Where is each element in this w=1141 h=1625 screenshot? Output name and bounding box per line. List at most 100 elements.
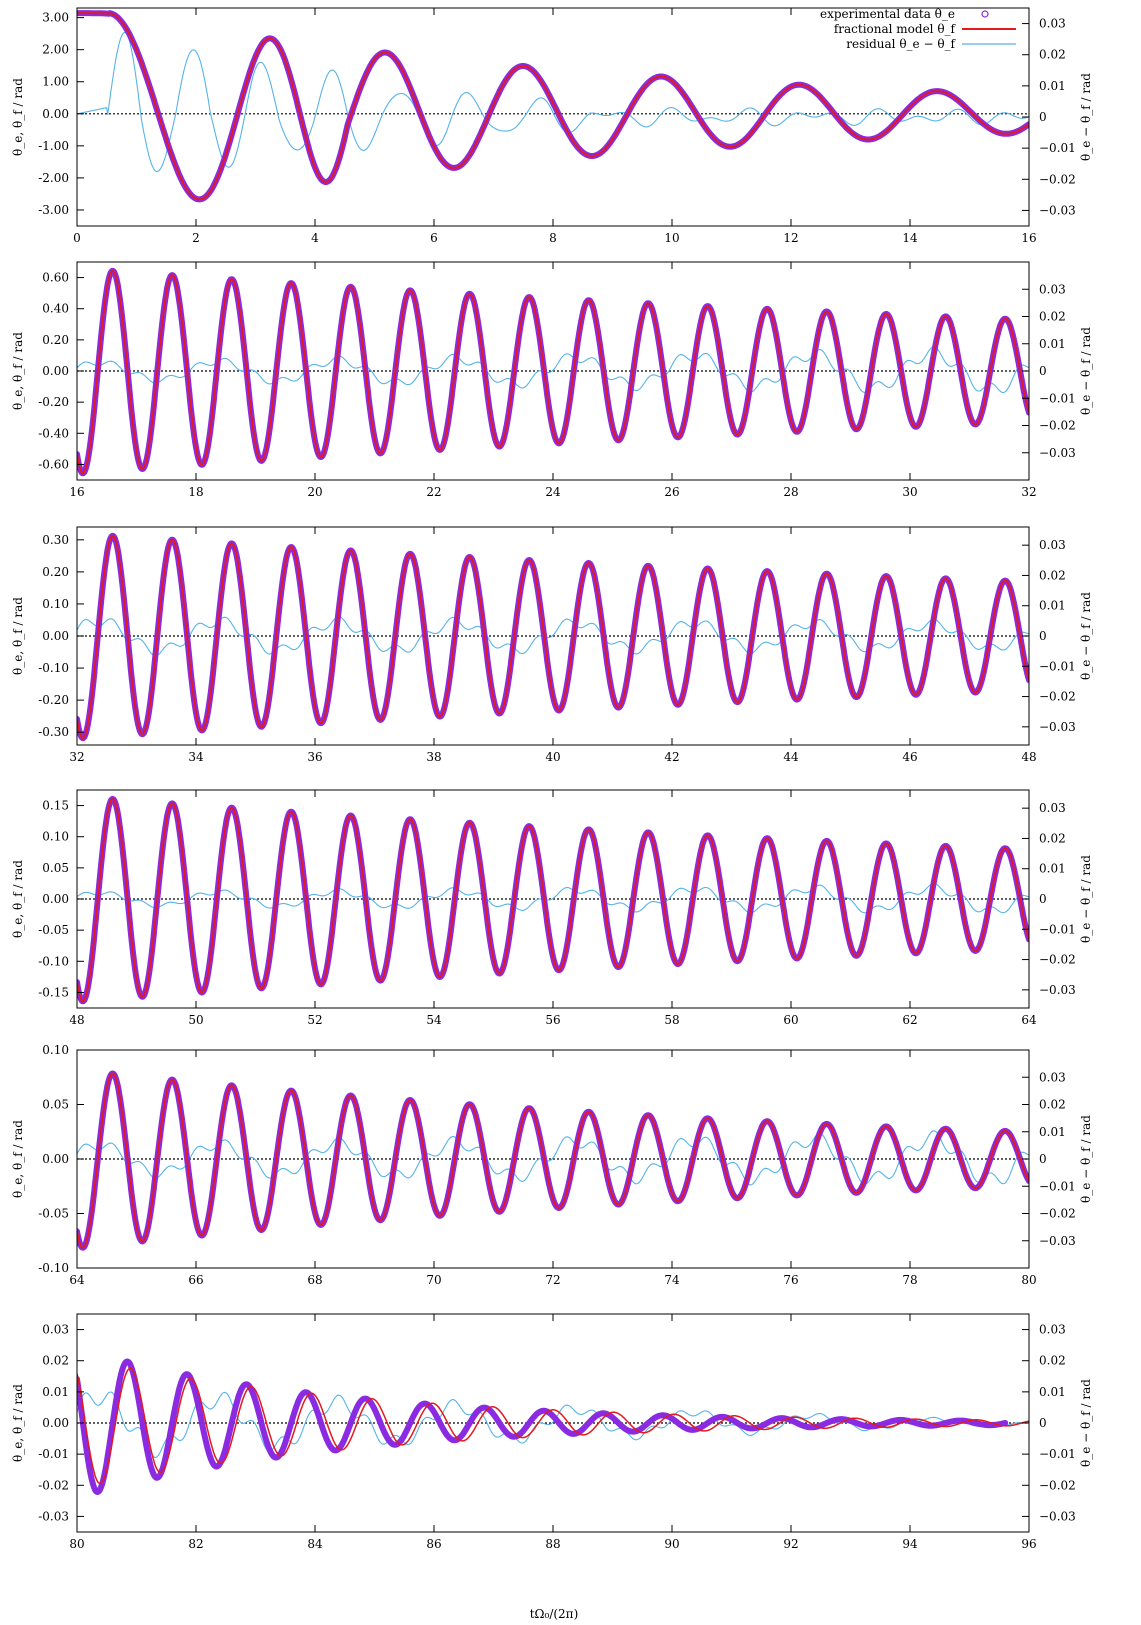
x-tick-label: 58 (664, 1013, 679, 1027)
y2-tick-label: −0.01 (1039, 141, 1076, 155)
plot-area (77, 1358, 1029, 1495)
y2-tick-label: 0.01 (1039, 599, 1066, 613)
y-axis-label: θ_e, θ_f / rad (11, 1120, 25, 1198)
y2-axis-label: θ_e − θ_f / rad (1079, 1115, 1093, 1203)
y2-tick-label: 0.03 (1039, 282, 1066, 296)
y-tick-label: -1.00 (38, 139, 69, 153)
x-tick-label: 12 (783, 231, 798, 245)
y-tick-label: 0.00 (42, 364, 69, 378)
x-tick-label: 78 (902, 1273, 917, 1287)
x-tick-label: 62 (902, 1013, 917, 1027)
x-tick-label: 32 (1021, 485, 1036, 499)
experimental-series (77, 1070, 1029, 1251)
x-tick-label: 48 (69, 1013, 84, 1027)
x-tick-label: 28 (783, 485, 798, 499)
y-tick-label: 0.20 (42, 565, 69, 579)
panel-6: 80 82 84 86 88 90 92 94 96 0.03 0.02 0.01 0.00 -0.01 -… (11, 1313, 1093, 1551)
x-tick-label: 90 (664, 1537, 679, 1551)
x-tick-label: 86 (426, 1537, 441, 1551)
x-tick-label: 80 (69, 1537, 84, 1551)
x-tick-label: 52 (307, 1013, 322, 1027)
y-tick-label: 0.40 (42, 302, 69, 316)
y2-tick-label: −0.02 (1039, 1207, 1076, 1221)
x-tick-label: 68 (307, 1273, 322, 1287)
y2-tick-label: −0.03 (1039, 1509, 1076, 1523)
x-tick-label: 14 (902, 231, 918, 245)
experimental-series (77, 796, 1029, 1005)
x-tick-label: 88 (545, 1537, 560, 1551)
plot-area (77, 796, 1029, 1005)
y2-tick-label: 0 (1039, 110, 1047, 124)
y2-tick-label: 0 (1039, 629, 1047, 643)
y2-axis-label: θ_e − θ_f / rad (1079, 855, 1093, 943)
x-tick-label: 66 (188, 1273, 203, 1287)
x-tick-label: 34 (188, 750, 204, 764)
x-tick-label: 0 (73, 231, 81, 245)
x-tick-label: 46 (902, 750, 917, 764)
y2-tick-label: 0 (1039, 1152, 1047, 1166)
y-tick-label: -0.01 (38, 1447, 69, 1461)
x-tick-label: 16 (69, 485, 84, 499)
x-tick-label: 56 (545, 1013, 560, 1027)
x-tick-label: 44 (783, 750, 799, 764)
x-tick-label: 16 (1021, 231, 1036, 245)
legend-experimental-label: experimental data θ_e (820, 7, 955, 21)
x-tick-label: 60 (783, 1013, 798, 1027)
y-axis-label: θ_e, θ_f / rad (11, 332, 25, 410)
y-tick-label: 0.15 (42, 799, 69, 813)
fractional-series (77, 1367, 1029, 1485)
y2-tick-label: −0.03 (1039, 1234, 1076, 1248)
fractional-series (77, 11, 1029, 201)
y2-tick-label: 0.02 (1039, 1098, 1066, 1112)
x-tick-label: 40 (545, 750, 560, 764)
x-tick-label: 26 (664, 485, 679, 499)
y2-tick-label: 0.02 (1039, 831, 1066, 845)
y-tick-label: -0.02 (38, 1478, 69, 1492)
y2-tick-label: 0.03 (1039, 1323, 1066, 1337)
x-tick-label: 20 (307, 485, 322, 499)
y2-tick-label: 0 (1039, 1416, 1047, 1430)
y2-tick-label: 0.02 (1039, 1354, 1066, 1368)
fractional-series (77, 269, 1029, 475)
y2-axis-label: θ_e − θ_f / rad (1079, 327, 1093, 415)
y-tick-label: 0.10 (42, 597, 69, 611)
y2-tick-label: 0.01 (1039, 337, 1066, 351)
y-tick-label: 0.00 (42, 629, 69, 643)
x-tick-label: 36 (307, 750, 322, 764)
panel-3: 32 34 36 38 40 42 44 46 48 0.30 0.20 0.10 0.00 -0.10 -… (11, 526, 1093, 764)
x-tick-label: 8 (549, 231, 557, 245)
x-tick-label: 82 (188, 1537, 203, 1551)
panel-4: 48 50 52 54 56 58 60 62 64 0.15 0.10 0.05 0.00 -0.05 -… (11, 789, 1093, 1027)
y-tick-label: 0.01 (42, 1385, 69, 1399)
x-tick-label: 24 (545, 485, 561, 499)
y2-tick-label: 0.01 (1039, 79, 1066, 93)
plot-area (77, 10, 1029, 203)
fractional-series (77, 534, 1029, 740)
y2-axis-label: θ_e − θ_f / rad (1079, 1379, 1093, 1467)
y2-tick-label: −0.01 (1039, 1447, 1076, 1461)
experimental-series (77, 267, 1029, 477)
y-tick-label: -0.20 (38, 693, 69, 707)
x-tick-label: 2 (192, 231, 200, 245)
x-tick-label: 70 (426, 1273, 441, 1287)
residual-line (77, 1130, 1029, 1186)
panel-2: 16 18 20 22 24 26 28 30 32 0.60 0.40 0.20 0.00 -0.20 -… (11, 261, 1093, 499)
y2-tick-label: 0.01 (1039, 1385, 1066, 1399)
y2-tick-label: 0.03 (1039, 801, 1066, 815)
x-tick-label: 18 (188, 485, 203, 499)
legend-residual-label: residual θ_e − θ_f (846, 37, 956, 51)
y-axis-label: θ_e, θ_f / rad (11, 1384, 25, 1462)
y-tick-label: 1.00 (42, 75, 69, 89)
y2-tick-label: −0.02 (1039, 690, 1076, 704)
y-tick-label: 0.10 (42, 1043, 69, 1057)
x-tick-label: 6 (430, 231, 438, 245)
y2-tick-label: −0.03 (1039, 720, 1076, 734)
y-tick-label: 0.00 (42, 892, 69, 906)
experimental-series (77, 532, 1029, 742)
y-tick-label: 0.05 (42, 861, 69, 875)
y-tick-label: 0.60 (42, 271, 69, 285)
y2-tick-label: 0.02 (1039, 568, 1066, 582)
y-axis-label: θ_e, θ_f / rad (11, 78, 25, 156)
x-tick-label: 22 (426, 485, 441, 499)
